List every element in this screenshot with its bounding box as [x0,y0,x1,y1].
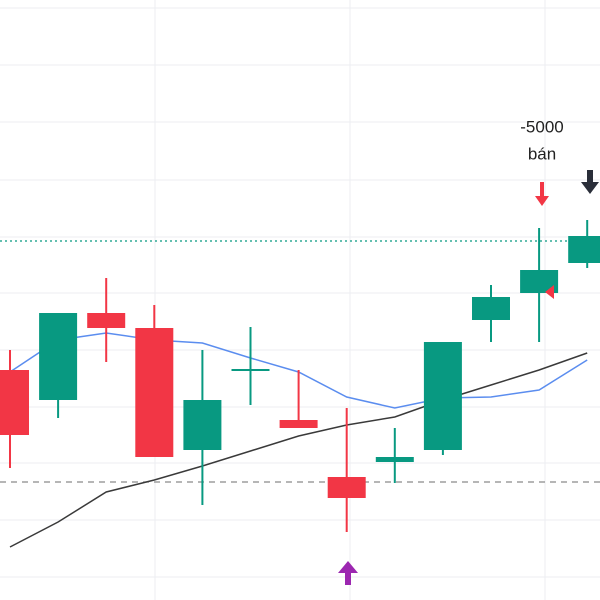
buy-arrow [338,561,358,585]
candle-body [231,369,270,371]
candle-body [279,420,318,428]
candle-body [135,328,174,457]
candle-body [568,236,600,263]
candle-body [520,270,559,293]
candle-body [87,313,126,328]
candle-body [423,342,462,450]
signal-arrow [581,170,599,194]
candle-body [0,370,29,435]
candle-body [375,457,414,462]
annotation-action: bán [528,144,556,163]
annotation-amount: -5000 [520,117,563,136]
candle-body [183,400,222,450]
candle-body [472,297,510,320]
candle-body [327,477,366,498]
plot [0,7,600,578]
moving-average [9,352,588,548]
candle-body [39,313,78,400]
marker-triangle [545,285,554,299]
sell-arrow [535,182,549,206]
